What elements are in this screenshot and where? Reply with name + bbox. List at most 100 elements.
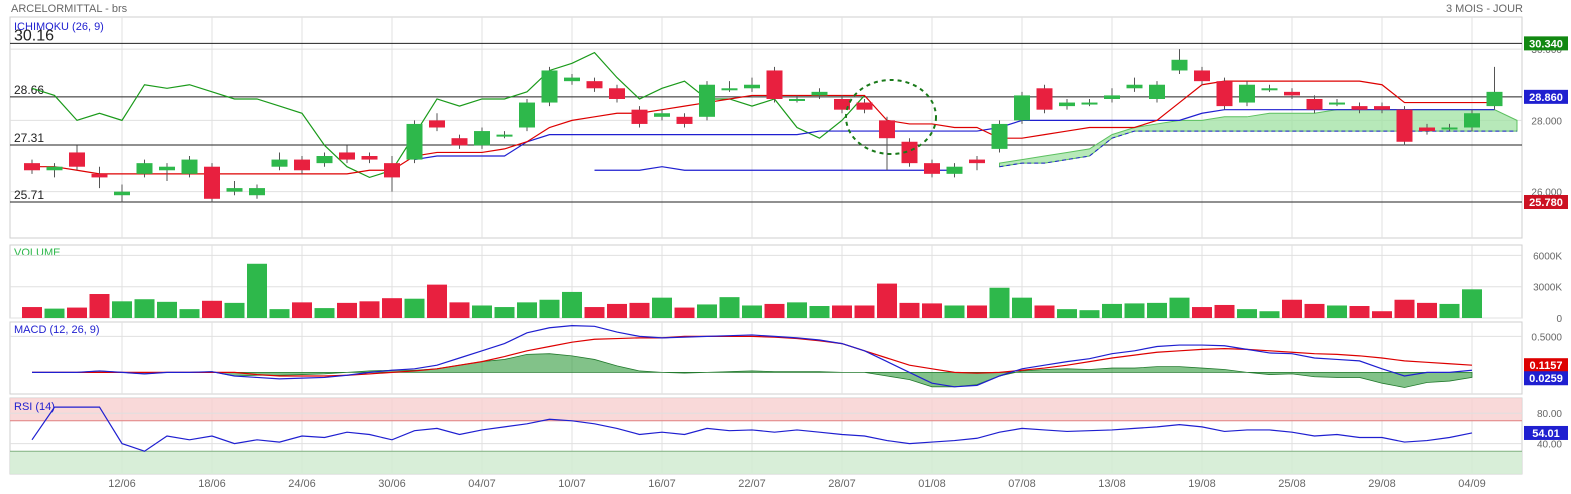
price-badge: [1524, 194, 1568, 209]
volume-bar: [134, 299, 155, 318]
candle-body: [1306, 98, 1323, 110]
candle-body: [1261, 88, 1278, 91]
macd-label: MACD (12, 26, 9): [14, 324, 100, 336]
volume-bar: [1372, 311, 1392, 318]
candle-body: [1464, 113, 1480, 128]
price-level-label: 28.66: [14, 83, 44, 97]
volume-tick-label: 3000K: [1533, 283, 1562, 294]
candle-body: [226, 188, 243, 192]
date-tick-label: 24/06: [288, 478, 316, 490]
macd-badge-text: 0.0259: [1529, 373, 1563, 385]
candle-body: [721, 88, 738, 91]
price-badge: [1524, 89, 1568, 104]
candle-body: [789, 98, 805, 101]
volume-bar: [1439, 303, 1460, 318]
macd-badge: [1524, 371, 1568, 386]
volume-bar: [989, 287, 1010, 318]
candle-body: [69, 152, 85, 167]
candle-body: [811, 91, 828, 96]
candle-body: [744, 84, 760, 89]
volume-bar: [584, 307, 605, 318]
candle-body: [1171, 59, 1188, 71]
macd-signal-badge: [1524, 358, 1568, 373]
tenkan-sen-line: [32, 80, 1495, 175]
candle-body: [519, 102, 535, 128]
candle-body: [924, 163, 940, 174]
price-badge-text: 30.340: [1529, 38, 1563, 50]
volume-bar: [1012, 297, 1032, 318]
cloud-lower-edge: [999, 130, 1517, 168]
rsi-overbought-zone: [10, 398, 1522, 421]
candle-body: [1216, 81, 1233, 107]
period-label[interactable]: 3 MOIS - JOUR: [1445, 3, 1523, 15]
volume-bar: [787, 302, 807, 318]
rsi-badge-text: 54.01: [1532, 428, 1560, 440]
macd-histogram-area: [32, 353, 1473, 388]
candle-body: [316, 156, 333, 164]
date-tick-label: 07/08: [1008, 478, 1036, 490]
panel-frame-price: [9, 16, 1523, 239]
rsi-badge: [1524, 425, 1568, 440]
volume-bar: [157, 301, 177, 318]
candle-body: [451, 138, 468, 146]
volume-bar: [539, 299, 560, 318]
chikou-span-line: [31, 51, 865, 179]
rsi-tick-label: 40.00: [1537, 440, 1562, 451]
volume-bar: [607, 303, 627, 318]
candle-body: [1126, 84, 1143, 89]
volume-bar: [427, 284, 447, 318]
chart-title: ARCELORMITTAL - brs: [11, 3, 128, 15]
candle-body: [46, 166, 63, 171]
volume-bar: [1394, 299, 1415, 318]
volume-bar: [1417, 302, 1437, 318]
rsi-oversold-zone: [10, 451, 1522, 474]
candle-body: [474, 131, 490, 146]
candle-body: [1486, 91, 1503, 107]
candle-body: [631, 109, 648, 124]
volume-bar: [359, 301, 380, 318]
date-tick-label: 29/08: [1368, 478, 1396, 490]
candle-body: [159, 166, 175, 171]
volume-bar: [967, 305, 987, 318]
volume-bar: [1079, 310, 1100, 318]
volume-bar: [1034, 305, 1055, 318]
volume-bar: [1124, 303, 1145, 318]
price-tick-label: 28.000: [1531, 116, 1562, 127]
volume-bar: [1057, 309, 1077, 318]
volume-bar: [44, 308, 65, 318]
candle-body: [1284, 91, 1300, 96]
candle-body: [24, 163, 40, 171]
candle-body: [384, 163, 400, 178]
volume-bar: [562, 291, 582, 318]
volume-bar: [1349, 306, 1370, 318]
macd-signal-line: [32, 335, 1473, 377]
candle-body: [406, 123, 423, 160]
volume-bar: [67, 307, 87, 318]
price-level-label: 30.16: [14, 27, 54, 44]
volume-bar: [1304, 303, 1325, 318]
volume-bar: [1282, 299, 1302, 318]
date-tick-label: 13/08: [1098, 478, 1126, 490]
volume-bar: [292, 302, 312, 318]
candle-body: [699, 84, 715, 117]
volume-bar: [404, 298, 425, 318]
volume-bar: [832, 305, 852, 318]
candle-body: [1351, 106, 1368, 110]
candle-body: [1036, 88, 1053, 110]
volume-bar: [449, 302, 470, 318]
candle-body: [91, 173, 108, 178]
volume-bar: [697, 304, 717, 318]
macd-signal-badge-text: 0.1157: [1529, 360, 1562, 372]
volume-bar: [247, 263, 267, 318]
candle-body: [586, 81, 603, 89]
date-tick-label: 18/06: [198, 478, 226, 490]
date-tick-label: 04/07: [468, 478, 496, 490]
volume-bar: [877, 283, 897, 318]
price-level-label: 27.31: [14, 131, 44, 145]
date-tick-label: 10/07: [558, 478, 586, 490]
volume-bar: [112, 301, 132, 318]
price-tick-label: 26.000: [1531, 188, 1562, 199]
candle-body: [991, 123, 1008, 149]
date-tick-label: 28/07: [828, 478, 856, 490]
